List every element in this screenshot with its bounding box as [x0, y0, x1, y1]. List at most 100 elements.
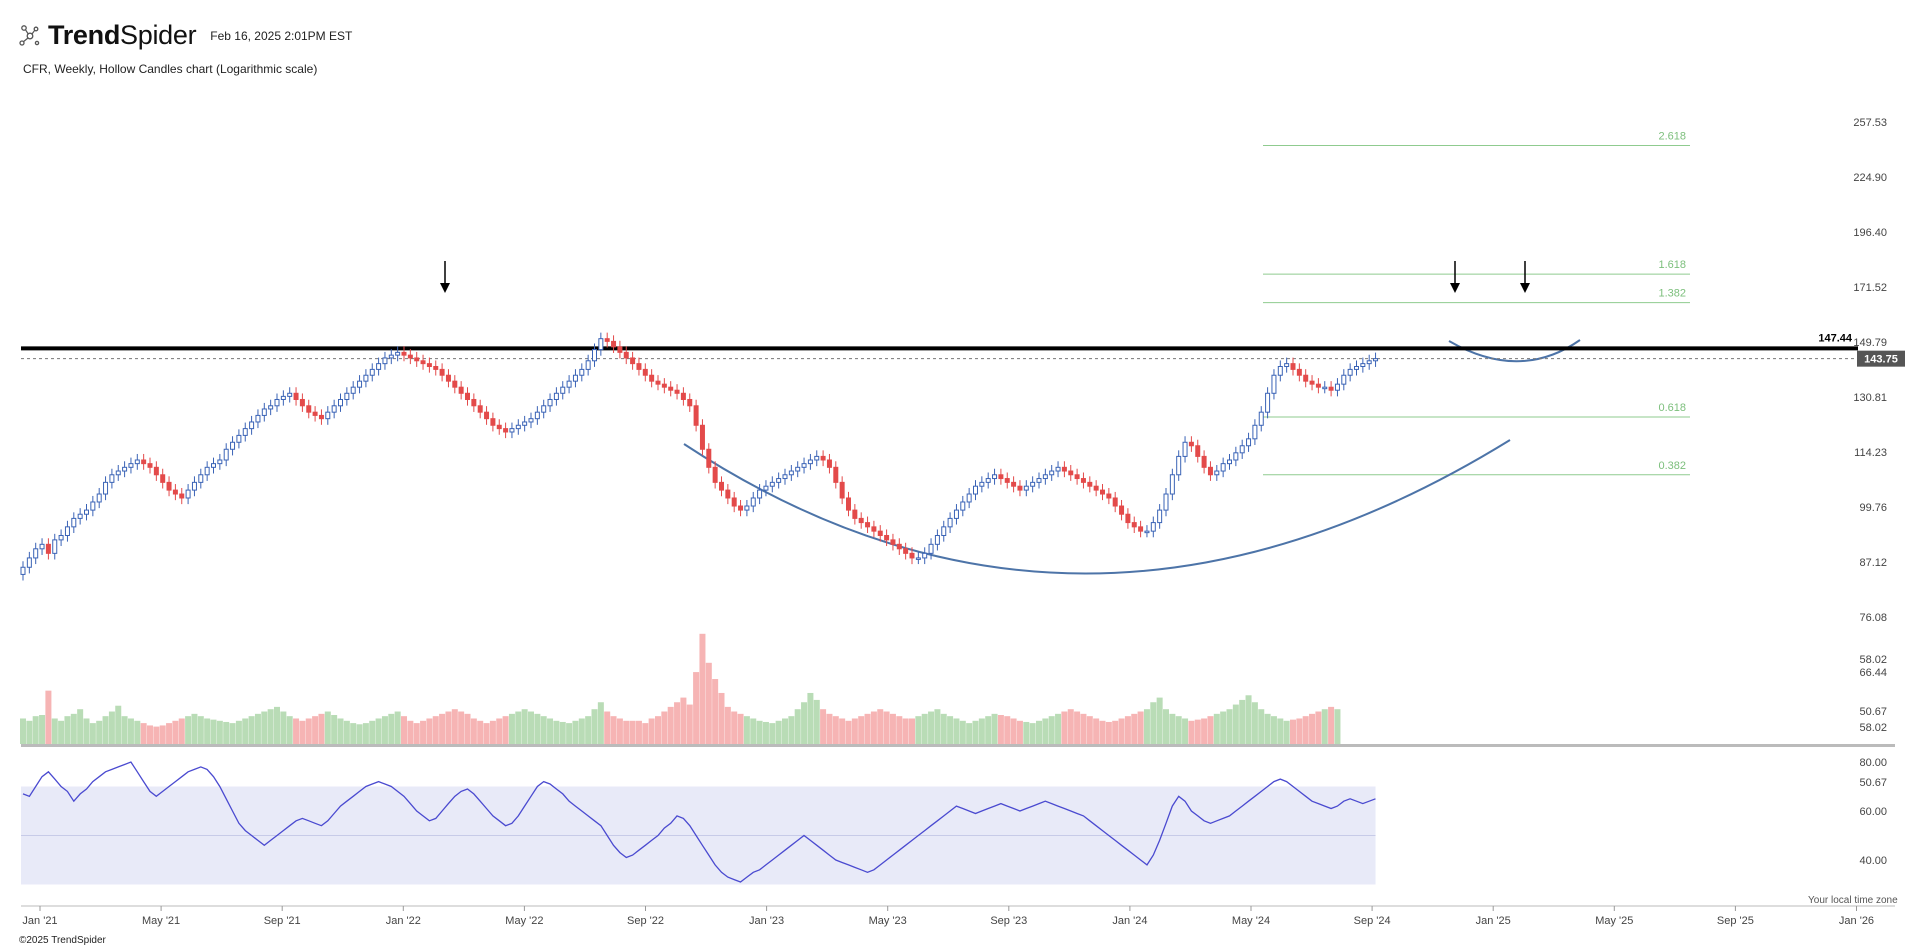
- candle-body: [96, 493, 102, 503]
- volume-bar: [686, 704, 693, 744]
- candle-body: [153, 466, 159, 476]
- candle-body: [71, 517, 77, 528]
- volume-bar: [566, 723, 573, 744]
- volume-bar: [64, 716, 71, 744]
- volume-bar: [1099, 720, 1106, 744]
- candle-body: [20, 566, 26, 575]
- candle-body: [592, 349, 597, 362]
- candle-body: [1017, 485, 1023, 491]
- volume-bar: [318, 713, 325, 744]
- cup-arc: [683, 439, 1511, 575]
- candle-body: [280, 395, 286, 400]
- candle-body: [1131, 522, 1137, 528]
- candle-body: [725, 489, 731, 499]
- volume-bar: [172, 720, 179, 744]
- candle-body: [553, 392, 559, 400]
- volume-bar: [1270, 716, 1277, 744]
- volume-bar: [985, 716, 992, 744]
- price-tick-label: 99.76: [1859, 502, 1887, 514]
- volume-bar: [623, 720, 630, 744]
- candle-body: [884, 534, 890, 541]
- volume-bar: [1201, 718, 1208, 744]
- volume-bar: [343, 720, 350, 744]
- volume-bar: [413, 723, 420, 744]
- volume-bar: [1296, 718, 1303, 744]
- candle-body: [490, 418, 496, 426]
- candle-body: [547, 398, 553, 407]
- volume-bar: [305, 718, 312, 744]
- candle-body: [90, 501, 96, 511]
- volume-bar: [756, 720, 763, 744]
- volume-bar: [1220, 711, 1227, 744]
- volume-bar: [528, 711, 534, 744]
- volume-bar: [369, 720, 376, 744]
- volume-bar: [331, 715, 338, 744]
- candle-body: [687, 398, 693, 407]
- candle-body: [560, 386, 566, 394]
- volume-bar: [540, 716, 547, 744]
- volume-bar: [1016, 720, 1023, 744]
- candle-body: [1214, 470, 1220, 476]
- price-tick-label: 76.08: [1859, 612, 1887, 624]
- volume-bar: [1029, 723, 1036, 744]
- time-tick-label: Sep '21: [264, 915, 301, 927]
- rsi-line: [22, 761, 1376, 883]
- volume-bar: [1036, 720, 1042, 744]
- down-arrow-icon: [1520, 261, 1530, 293]
- volume-bar: [127, 718, 134, 744]
- volume-bar: [877, 709, 884, 744]
- volume-bar: [439, 713, 446, 744]
- volume-bar: [293, 718, 300, 744]
- volume-bar: [508, 713, 515, 744]
- candle-body: [217, 459, 223, 465]
- volume-bar: [235, 720, 242, 744]
- volume-bar: [597, 702, 604, 744]
- volume-bar: [299, 720, 306, 744]
- volume-bar: [928, 711, 935, 744]
- candle-body: [484, 411, 490, 420]
- brand-name-light: Spider: [120, 20, 197, 50]
- volume-bar: [102, 716, 109, 744]
- candle-body: [655, 380, 661, 385]
- candle-body: [858, 517, 864, 524]
- candle-body: [1144, 530, 1150, 534]
- candle-body: [642, 368, 648, 376]
- volume-bar: [515, 711, 522, 744]
- volume-bar: [591, 709, 598, 744]
- volume-bar: [267, 709, 274, 744]
- candle-body: [1347, 368, 1353, 376]
- candle-body: [1315, 383, 1321, 388]
- candle-body: [426, 363, 432, 368]
- volume-bar: [394, 711, 401, 744]
- candle-body: [1258, 411, 1264, 426]
- candle-body: [649, 374, 655, 382]
- volume-bar: [712, 679, 719, 744]
- volume-bar: [629, 720, 636, 744]
- volume-bar: [45, 690, 52, 744]
- volume-bar: [1004, 716, 1011, 744]
- volume-bar: [1213, 713, 1220, 744]
- volume-bar: [813, 699, 820, 744]
- candle-body: [1195, 445, 1201, 457]
- candle-body: [776, 478, 782, 483]
- candle-body: [1373, 358, 1379, 362]
- candle-body: [1290, 363, 1296, 370]
- candle-body: [515, 424, 521, 430]
- candle-body: [617, 346, 623, 353]
- candle-body: [39, 543, 45, 550]
- volume-bar: [1112, 720, 1119, 744]
- volume-bar: [280, 711, 287, 744]
- candle-body: [623, 351, 629, 359]
- volume-bar: [1067, 709, 1074, 744]
- volume-bar: [769, 723, 776, 744]
- candle-body: [890, 539, 896, 545]
- brand-name-bold: Trend: [48, 20, 121, 50]
- candlesticks: [20, 332, 1379, 581]
- candle-body: [928, 543, 934, 554]
- volume-bar: [51, 718, 58, 744]
- candle-body: [998, 474, 1004, 480]
- volume-bar: [1080, 713, 1087, 744]
- volume-bar: [674, 702, 681, 744]
- candle-body: [191, 481, 197, 491]
